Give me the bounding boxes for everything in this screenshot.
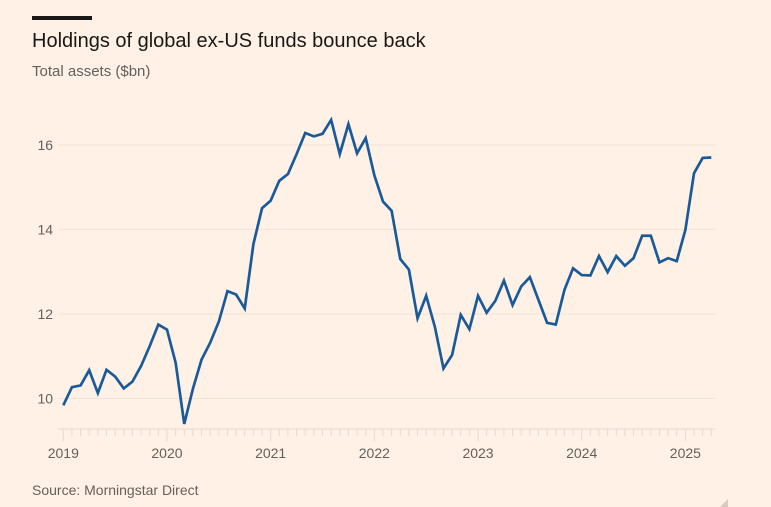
data-point	[520, 285, 523, 288]
data-point	[183, 423, 186, 426]
data-point	[632, 257, 635, 260]
x-tick-label: 2020	[151, 445, 182, 461]
data-point	[71, 386, 74, 389]
data-point	[598, 255, 601, 258]
data-point	[243, 307, 246, 310]
data-point	[485, 311, 488, 314]
data-point	[131, 380, 134, 383]
data-point	[434, 325, 437, 328]
data-point	[390, 209, 393, 212]
data-point	[114, 375, 117, 378]
accent-bar	[32, 16, 92, 20]
data-point	[321, 133, 324, 136]
data-point	[589, 274, 592, 277]
data-point	[97, 392, 100, 395]
data-point	[641, 234, 644, 237]
data-point	[451, 354, 454, 357]
x-tick-label: 2019	[48, 445, 79, 461]
data-point	[347, 123, 350, 126]
x-tick-label: 2024	[566, 445, 597, 461]
data-point	[494, 300, 497, 303]
series-line-total-assets	[62, 116, 712, 425]
x-tick-label: 2022	[359, 445, 390, 461]
source-note: Source: Morningstar Direct	[32, 482, 199, 498]
data-point	[684, 229, 687, 232]
data-point	[511, 304, 514, 307]
data-point	[382, 200, 385, 203]
data-point	[261, 207, 264, 210]
data-point	[148, 345, 151, 348]
data-point	[157, 323, 160, 326]
data-point	[425, 294, 428, 297]
data-point	[79, 384, 82, 387]
data-point	[140, 365, 143, 368]
data-point	[468, 328, 471, 331]
data-point	[338, 153, 341, 156]
data-point	[105, 368, 108, 371]
data-point	[477, 294, 480, 297]
data-point	[295, 153, 298, 156]
data-point	[554, 323, 557, 326]
x-tick-label: 2023	[462, 445, 493, 461]
data-point	[615, 255, 618, 258]
data-point	[88, 369, 91, 372]
data-point	[330, 119, 333, 122]
data-point	[166, 328, 169, 331]
data-point	[313, 135, 316, 138]
data-point	[503, 279, 506, 282]
y-tick-label: 10	[38, 391, 54, 407]
data-point	[62, 404, 65, 407]
x-tick-label: 2021	[255, 445, 286, 461]
y-tick-label: 14	[38, 221, 54, 237]
data-point	[356, 152, 359, 155]
data-point	[408, 268, 411, 271]
data-point	[269, 199, 272, 202]
data-point	[373, 174, 376, 177]
data-point	[546, 322, 549, 325]
data-point	[200, 358, 203, 361]
data-point	[364, 137, 367, 140]
data-point	[710, 156, 713, 159]
data-point	[192, 388, 195, 391]
data-point	[624, 264, 627, 267]
data-point	[675, 260, 678, 263]
data-point	[563, 289, 566, 292]
data-point	[252, 243, 255, 246]
data-point	[235, 293, 238, 296]
chart-title: Holdings of global ex-US funds bounce ba…	[32, 30, 426, 52]
data-point	[606, 271, 609, 274]
data-point	[459, 314, 462, 317]
data-point	[701, 157, 704, 160]
data-point	[572, 267, 575, 270]
x-tick-label: 2025	[670, 445, 701, 461]
data-point	[122, 387, 125, 390]
data-point	[442, 367, 445, 370]
data-point	[667, 257, 670, 260]
data-point	[399, 258, 402, 261]
y-tick-label: 12	[38, 306, 54, 322]
data-point	[174, 361, 177, 364]
data-point	[693, 172, 696, 175]
gridlines: 10 12 14 16	[38, 137, 715, 407]
data-point	[537, 299, 540, 302]
data-point	[529, 276, 532, 279]
data-point	[416, 317, 419, 320]
x-axis: 2019 2020 2021 2022 2023 2024 2025	[48, 428, 715, 461]
data-point	[650, 234, 653, 237]
chart-subtitle: Total assets ($bn)	[32, 63, 151, 80]
data-point	[304, 132, 307, 135]
data-point	[209, 341, 212, 344]
data-point	[218, 320, 221, 323]
y-tick-label: 16	[38, 137, 54, 153]
data-point	[580, 274, 583, 277]
data-point	[658, 261, 661, 264]
data-point	[278, 179, 281, 182]
resize-grip-icon[interactable]	[720, 499, 728, 507]
data-point	[287, 173, 290, 176]
series-layer	[62, 116, 713, 426]
data-point	[226, 290, 229, 293]
